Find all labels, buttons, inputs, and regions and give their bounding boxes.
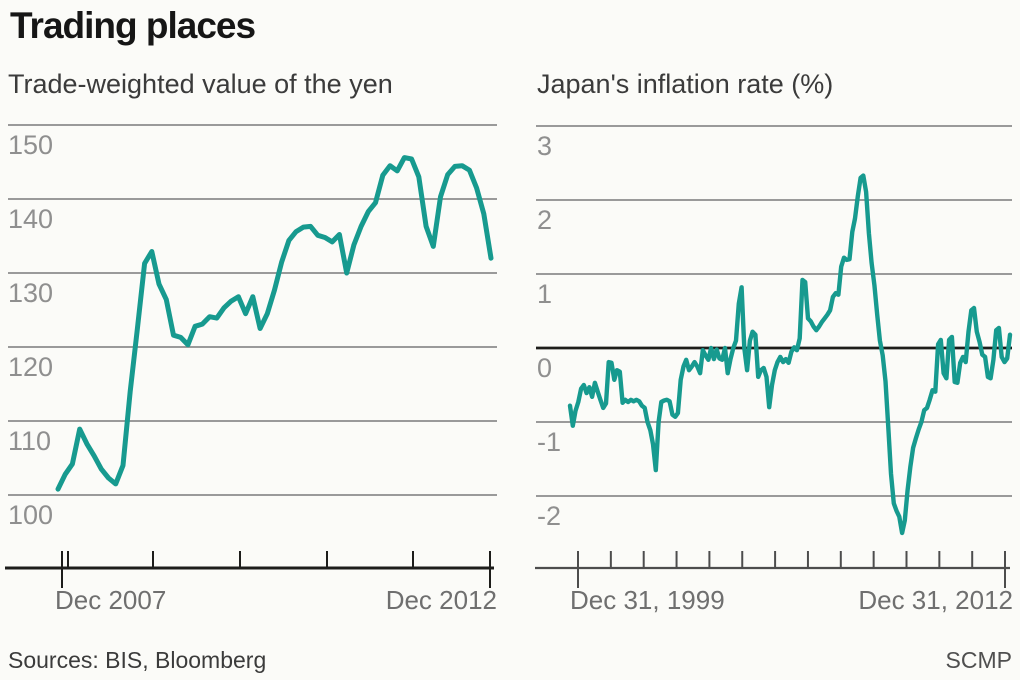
y-tick-label: 100: [8, 500, 54, 530]
y-tick-label: -1: [537, 427, 562, 457]
y-tick-label: 0: [537, 353, 553, 383]
y-tick-label: 130: [8, 278, 54, 308]
chart2-xtick-end: Dec 31, 2012: [858, 585, 1013, 615]
sources-note: Sources: BIS, Bloomberg: [8, 647, 267, 673]
chart1-xtick-start: Dec 2007: [55, 585, 167, 615]
y-tick-label: 110: [8, 426, 52, 456]
y-tick-label: 140: [8, 204, 54, 234]
yen-line-series: [55, 155, 494, 492]
y-tick-label: -2: [537, 501, 562, 531]
credit-scmp: SCMP: [945, 647, 1012, 673]
y-tick-label: 3: [537, 131, 553, 161]
figure-title: Trading places: [10, 5, 256, 46]
chart2-title: Japan's inflation rate (%): [537, 69, 834, 99]
y-tick-label: 1: [537, 279, 553, 309]
chart1-xtick-end: Dec 2012: [385, 585, 497, 615]
chart2-xtick-start: Dec 31, 1999: [570, 585, 725, 615]
chart1-title: Trade-weighted value of the yen: [8, 69, 393, 99]
y-tick-label: 120: [8, 352, 54, 382]
y-tick-label: 2: [537, 205, 553, 235]
inflation-line-series: [567, 173, 1013, 536]
y-tick-label: 150: [8, 130, 54, 160]
